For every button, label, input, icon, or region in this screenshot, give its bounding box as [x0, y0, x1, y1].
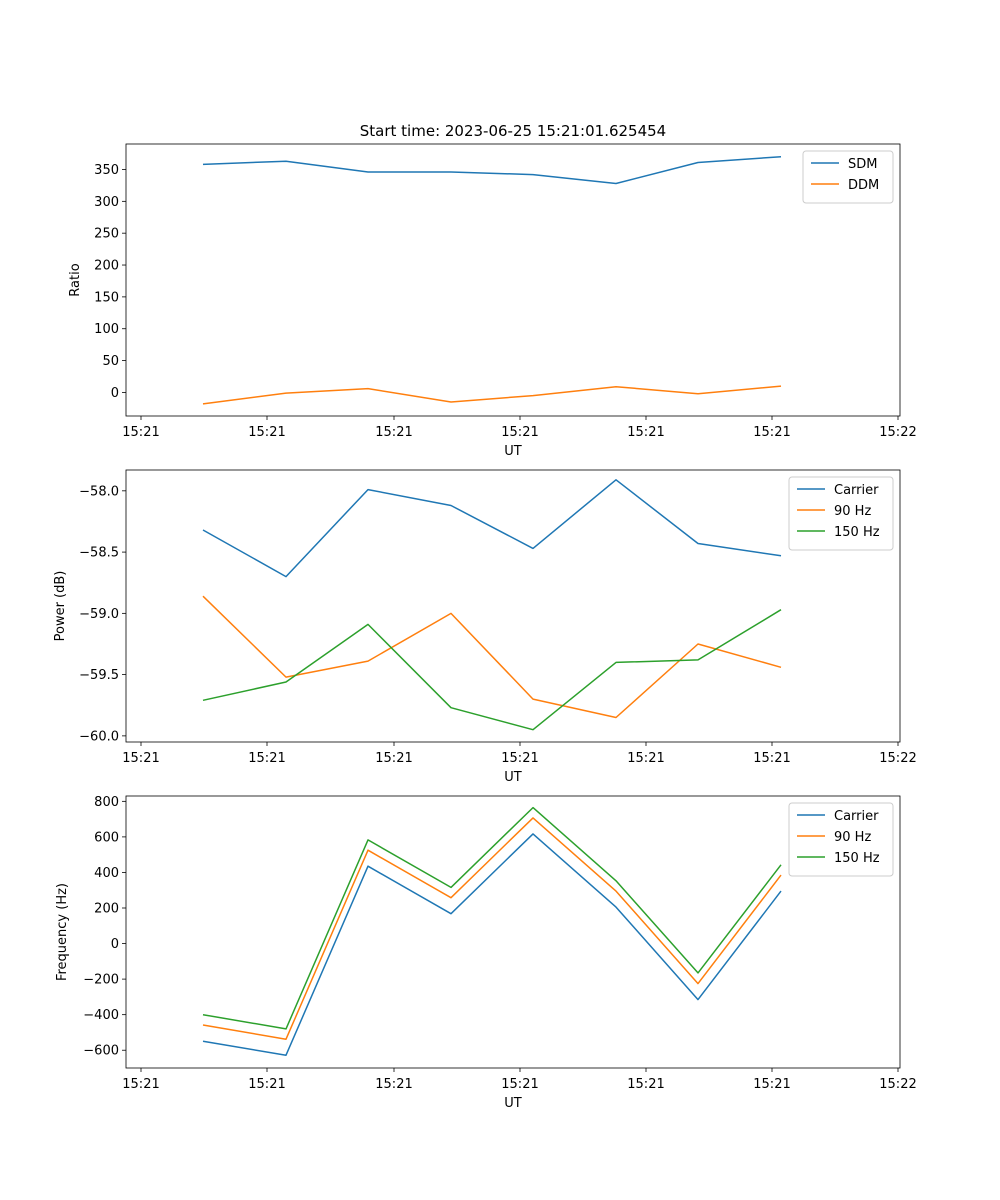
axes-frame — [125, 143, 901, 417]
x-tick-label: 15:22 — [879, 1077, 916, 1092]
x-tick-label: 15:22 — [879, 751, 916, 766]
series-line-1 — [202, 595, 782, 719]
x-tick-label: 15:21 — [501, 751, 538, 766]
x-tick-label: 15:21 — [122, 425, 159, 440]
x-axis-label: UT — [504, 444, 522, 459]
x-tick-label: 15:21 — [627, 751, 664, 766]
legend: Carrier 90 Hz 150 Hz — [788, 802, 894, 877]
x-tick-label: 15:21 — [375, 1077, 412, 1092]
y-tick-label: 200 — [94, 259, 119, 274]
y-axis-label: Frequency (Hz) — [55, 883, 70, 981]
x-tick-label: 15:21 — [375, 751, 412, 766]
x-tick-label: 15:21 — [753, 1077, 790, 1092]
legend-entry: SDM — [848, 157, 877, 172]
legend-box — [802, 150, 894, 204]
axes-frame — [125, 469, 901, 743]
series-line-1 — [202, 385, 782, 405]
legend-entry: Carrier — [834, 483, 879, 498]
y-tick-label: 50 — [102, 354, 119, 369]
power-panel: −60.0 −59.5 −59.0 −58.5 −58.0 15:21 15:21 15:21… — [53, 469, 917, 785]
series-line-2 — [202, 609, 782, 731]
x-tick-label: 15:21 — [248, 751, 285, 766]
legend: SDM DDM — [802, 150, 894, 204]
x-tick-label: 15:21 — [501, 425, 538, 440]
y-tick-label: 300 — [94, 195, 119, 210]
x-tick-label: 15:21 — [627, 1077, 664, 1092]
y-axis-label: Ratio — [68, 263, 83, 296]
x-tick-label: 15:21 — [753, 425, 790, 440]
y-tick-label: −59.5 — [79, 668, 119, 683]
x-axis-label: UT — [504, 770, 522, 785]
frequency-panel: −600 −400 −200 0 200 400 600 800 15:21 15:21 15:21… — [55, 795, 917, 1111]
y-tick-label: 100 — [94, 322, 119, 337]
y-tick-label: −58.0 — [79, 484, 119, 499]
legend-entry: DDM — [848, 178, 879, 193]
x-tick-label: 15:21 — [753, 751, 790, 766]
y-axis-label: Power (dB) — [53, 571, 68, 642]
legend: Carrier 90 Hz 150 Hz — [788, 476, 894, 551]
y-tick-label: 0 — [111, 386, 119, 401]
series-line-0 — [202, 833, 782, 1056]
y-tick-label: 400 — [94, 866, 119, 881]
series-line-1 — [202, 817, 782, 1040]
figure-title: Start time: 2023-06-25 15:21:01.625454 — [360, 122, 666, 140]
y-tick-label: 250 — [94, 227, 119, 242]
x-tick-label: 15:21 — [627, 425, 664, 440]
x-tick-label: 15:21 — [248, 1077, 285, 1092]
y-tick-label: −58.5 — [79, 546, 119, 561]
x-axis-label: UT — [504, 1096, 522, 1111]
y-tick-label: 800 — [94, 795, 119, 810]
legend-entry: 90 Hz — [834, 504, 871, 519]
legend-entry: Carrier — [834, 809, 879, 824]
y-tick-label: 0 — [111, 937, 119, 952]
x-tick-label: 15:22 — [879, 425, 916, 440]
y-tick-label: 200 — [94, 902, 119, 917]
x-tick-label: 15:21 — [375, 425, 412, 440]
y-tick-label: −400 — [83, 1008, 119, 1023]
axes-frame — [125, 795, 901, 1069]
x-tick-label: 15:21 — [501, 1077, 538, 1092]
legend-entry: 150 Hz — [834, 525, 880, 540]
y-tick-label: 150 — [94, 290, 119, 305]
y-tick-label: 600 — [94, 830, 119, 845]
y-tick-label: −60.0 — [79, 729, 119, 744]
y-tick-label: 350 — [94, 163, 119, 178]
y-tick-label: −600 — [83, 1044, 119, 1059]
ratio-panel: 0 50 100 150 200 250 300 350 15:21 15:21 15:21 15:2… — [68, 143, 917, 459]
x-tick-label: 15:21 — [248, 425, 285, 440]
legend-entry: 90 Hz — [834, 830, 871, 845]
y-tick-label: −59.0 — [79, 607, 119, 622]
x-tick-label: 15:21 — [122, 1077, 159, 1092]
legend-entry: 150 Hz — [834, 851, 880, 866]
series-line-2 — [202, 806, 782, 1030]
series-line-0 — [202, 479, 782, 578]
y-tick-label: −200 — [83, 973, 119, 988]
x-tick-label: 15:21 — [122, 751, 159, 766]
series-line-0 — [202, 155, 782, 185]
